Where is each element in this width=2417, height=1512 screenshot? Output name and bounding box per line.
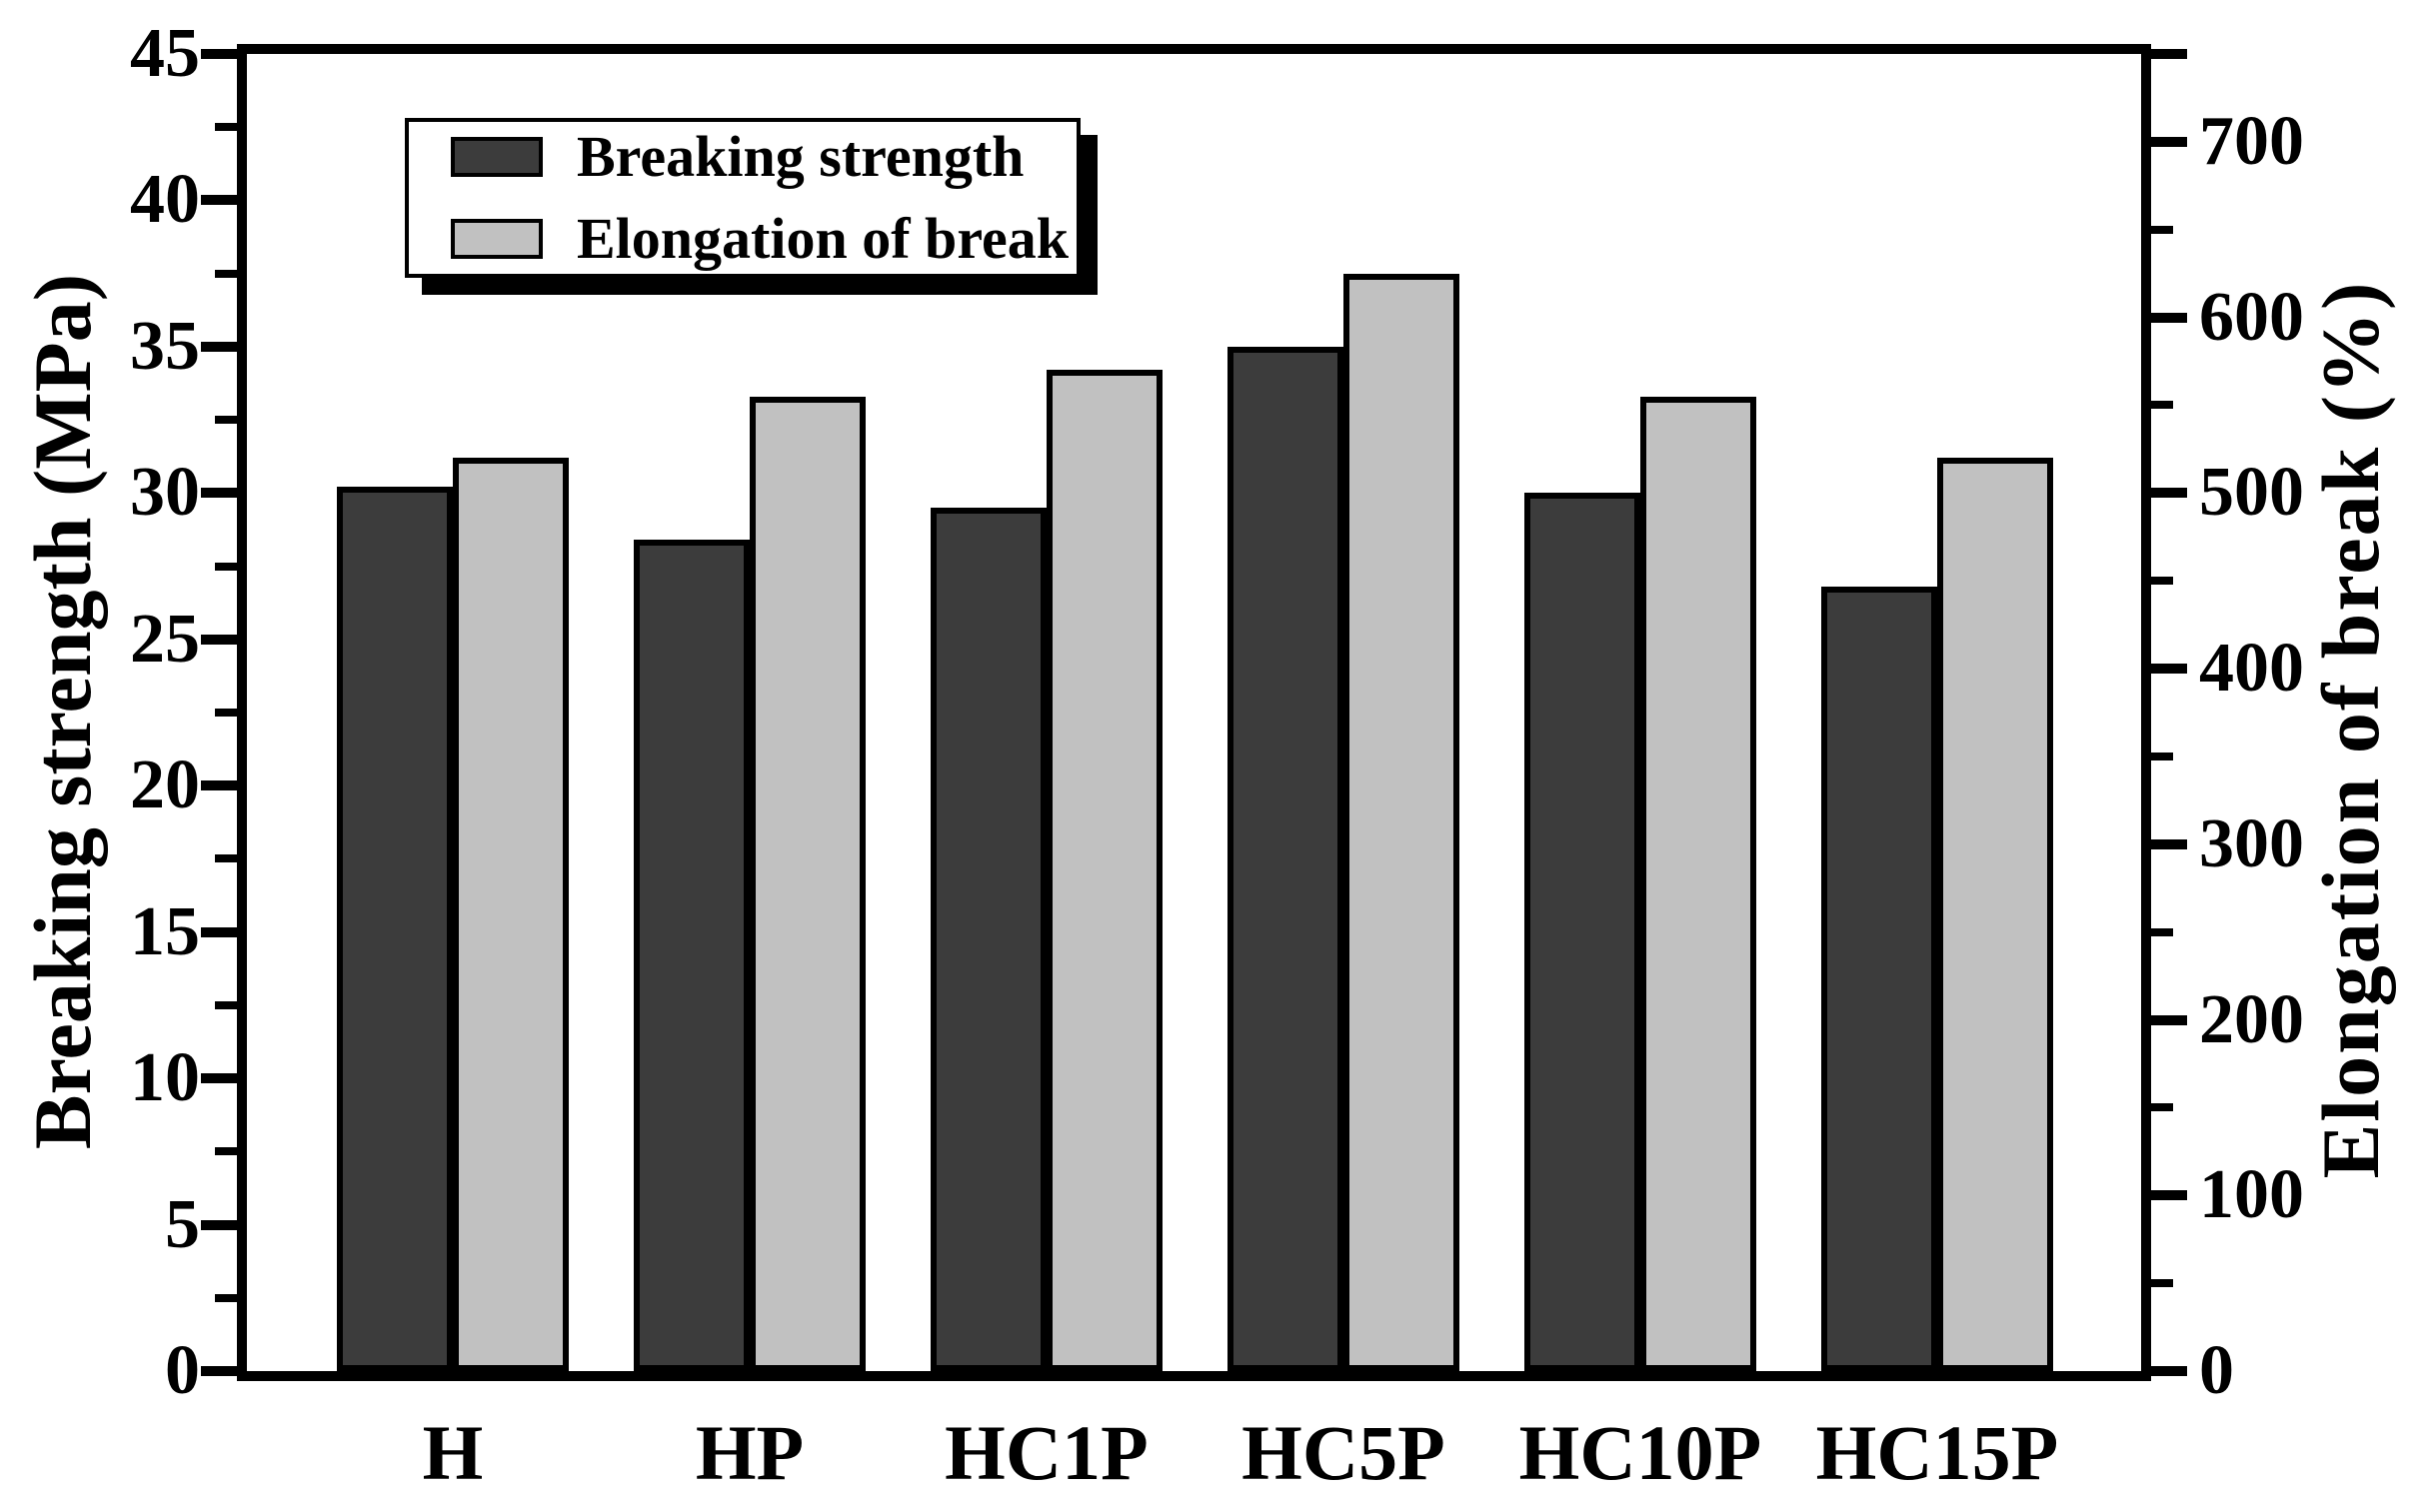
- right-axis-major-tick: [2151, 664, 2187, 675]
- right-axis-minor-tick: [2151, 577, 2173, 586]
- left-axis-tick-label: 10: [130, 1039, 200, 1117]
- legend-swatch-elongation-of-break: [451, 219, 543, 259]
- bar-elongation-of-break-HC1P: [1046, 370, 1163, 1371]
- left-axis-major-tick: [201, 1219, 237, 1230]
- left-axis-tick-label: 15: [130, 892, 200, 970]
- legend-swatch-breaking-strength: [451, 137, 543, 177]
- left-axis-minor-tick: [215, 709, 237, 717]
- right-axis-major-tick: [2151, 838, 2187, 849]
- left-axis-major-tick: [201, 634, 237, 645]
- legend-item-elongation-of-break: Elongation of break: [451, 209, 1077, 269]
- right-axis-major-tick: [2151, 49, 2187, 59]
- right-axis-major-tick: [2151, 1014, 2187, 1025]
- legend-item-breaking-strength: Breaking strength: [451, 127, 1077, 187]
- right-axis-tick-label: 100: [2199, 1156, 2304, 1234]
- right-axis-tick-label: 600: [2199, 278, 2304, 356]
- left-axis-tick-label: 40: [130, 161, 200, 239]
- right-axis-minor-tick: [2151, 927, 2173, 936]
- left-axis-minor-tick: [215, 1000, 237, 1009]
- bar-breaking-strength-HC1P: [930, 507, 1047, 1371]
- right-axis-tick-label: 0: [2199, 1332, 2234, 1409]
- x-axis-label-HC10P: HC10P: [1518, 1409, 1762, 1496]
- right-axis-major-tick: [2151, 136, 2187, 147]
- right-axis-tick-label: 300: [2199, 804, 2304, 882]
- left-axis-tick-label: 35: [130, 307, 200, 385]
- legend-label-breaking-strength: Breaking strength: [577, 124, 1025, 189]
- right-axis-tick-label: 700: [2199, 102, 2304, 180]
- left-axis-minor-tick: [215, 854, 237, 863]
- left-axis-title: Breaking strength (MPa): [17, 273, 108, 1150]
- left-axis-minor-tick: [215, 1147, 237, 1156]
- legend: Breaking strength Elongation of break: [405, 118, 1081, 278]
- right-axis-tick-label: 400: [2199, 630, 2304, 708]
- left-axis-major-tick: [201, 195, 237, 206]
- x-axis-label-HC1P: HC1P: [945, 1409, 1149, 1496]
- left-axis-major-tick: [201, 1073, 237, 1084]
- left-axis-tick-label: 45: [130, 15, 200, 92]
- x-axis-label-HP: HP: [695, 1409, 805, 1496]
- left-axis-minor-tick: [215, 562, 237, 571]
- left-axis-minor-tick: [215, 416, 237, 425]
- right-axis-minor-tick: [2151, 225, 2173, 234]
- left-axis-tick-label: 30: [130, 454, 200, 532]
- bar-breaking-strength-HC5P: [1226, 346, 1343, 1371]
- bar-breaking-strength-HC15P: [1821, 587, 1937, 1371]
- left-axis-minor-tick: [215, 269, 237, 278]
- left-axis-tick-label: 25: [130, 600, 200, 678]
- bar-elongation-of-break-HC10P: [1639, 396, 1756, 1371]
- left-axis-tick-label: 5: [165, 1185, 200, 1263]
- bar-elongation-of-break-HC15P: [1937, 458, 2053, 1371]
- legend-label-elongation-of-break: Elongation of break: [577, 206, 1070, 271]
- right-axis-tick-label: 200: [2199, 980, 2304, 1058]
- right-axis-minor-tick: [2151, 752, 2173, 760]
- bar-elongation-of-break-H: [452, 458, 569, 1371]
- left-axis-major-tick: [201, 341, 237, 352]
- plot-area: [247, 54, 2141, 1371]
- right-axis-minor-tick: [2151, 1103, 2173, 1112]
- bar-breaking-strength-H: [336, 487, 453, 1371]
- right-axis-major-tick: [2151, 1366, 2187, 1376]
- left-axis-major-tick: [201, 1366, 237, 1376]
- left-axis-minor-tick: [215, 123, 237, 132]
- left-axis-minor-tick: [215, 1293, 237, 1302]
- x-axis-label-HC5P: HC5P: [1241, 1409, 1445, 1496]
- right-axis-minor-tick: [2151, 1279, 2173, 1288]
- bar-breaking-strength-HC10P: [1523, 493, 1640, 1371]
- bar-elongation-of-break-HC5P: [1342, 273, 1459, 1371]
- left-axis-major-tick: [201, 780, 237, 791]
- x-axis-label-HC15P: HC15P: [1815, 1409, 2059, 1496]
- left-axis-major-tick: [201, 488, 237, 499]
- right-axis-minor-tick: [2151, 401, 2173, 410]
- right-axis-major-tick: [2151, 488, 2187, 499]
- bar-breaking-strength-HP: [633, 540, 750, 1371]
- right-axis-major-tick: [2151, 312, 2187, 323]
- right-axis-title: Elongation of break (%): [2305, 280, 2396, 1179]
- left-axis-major-tick: [201, 49, 237, 59]
- left-axis-tick-label: 0: [165, 1332, 200, 1409]
- bar-elongation-of-break-HP: [749, 396, 866, 1371]
- right-axis-major-tick: [2151, 1190, 2187, 1201]
- left-axis-tick-label: 20: [130, 747, 200, 824]
- right-axis-tick-label: 500: [2199, 454, 2304, 532]
- left-axis-major-tick: [201, 926, 237, 937]
- x-axis-label-H: H: [422, 1409, 484, 1496]
